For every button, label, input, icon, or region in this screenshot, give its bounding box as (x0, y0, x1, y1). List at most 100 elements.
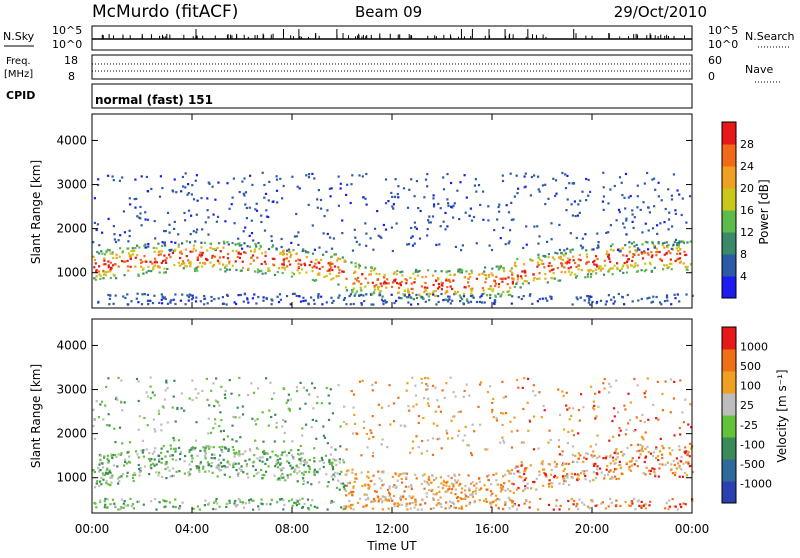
scatter-echo (606, 250, 609, 253)
scatter-echo (525, 498, 528, 502)
scatter-echo (643, 270, 646, 273)
scatter-echo (129, 497, 132, 500)
scatter-echo (276, 455, 279, 458)
colorbar-tick-label: 500 (740, 360, 761, 373)
scatter-echo (478, 499, 481, 502)
scatter-echo (364, 222, 367, 225)
scatter-echo (511, 280, 514, 283)
scatter-echo (524, 485, 527, 488)
scatter-echo (221, 450, 224, 453)
scatter-echo (392, 494, 396, 498)
scatter-echo (404, 485, 407, 488)
scatter-echo (335, 275, 338, 278)
scatter-echo (293, 470, 296, 473)
scatter-echo (92, 408, 95, 412)
scatter-echo (297, 466, 300, 469)
scatter-echo (515, 265, 518, 268)
scatter-echo (216, 502, 219, 505)
scatter-echo (369, 237, 372, 240)
scatter-echo (358, 174, 361, 177)
scatter-echo (523, 488, 526, 491)
scatter-echo (359, 286, 362, 289)
scatter-echo (249, 449, 252, 452)
scatter-echo (305, 389, 308, 392)
scatter-echo (666, 299, 669, 302)
scatter-echo (114, 441, 117, 444)
scatter-echo (242, 471, 245, 474)
scatter-echo (305, 256, 308, 259)
scatter-echo (577, 432, 580, 435)
scatter-echo (384, 498, 387, 501)
scatter-echo (275, 189, 279, 192)
scatter-echo (181, 293, 184, 296)
scatter-echo (616, 411, 620, 414)
scatter-echo (456, 290, 460, 294)
scatter-echo (163, 267, 166, 270)
scatter-echo (494, 282, 497, 285)
scatter-echo (358, 264, 361, 267)
scatter-echo (128, 455, 131, 458)
scatter-echo (361, 379, 364, 382)
scatter-echo (519, 286, 522, 289)
scatter-echo (402, 495, 405, 499)
scatter-echo (538, 391, 541, 394)
scatter-echo (594, 417, 597, 420)
scatter-echo (296, 390, 299, 393)
scatter-echo (479, 423, 482, 426)
scatter-echo (265, 297, 268, 300)
scatter-echo (438, 437, 441, 440)
scatter-echo (583, 299, 586, 302)
scatter-echo (587, 295, 590, 298)
scatter-echo (111, 498, 114, 501)
scatter-echo (102, 466, 105, 469)
scatter-echo (144, 218, 147, 221)
scatter-echo (282, 261, 285, 264)
scatter-echo (274, 413, 277, 416)
scatter-echo (365, 203, 368, 206)
scatter-echo (296, 185, 299, 188)
scatter-echo (120, 379, 123, 382)
scatter-echo (560, 265, 564, 268)
scatter-echo (651, 254, 654, 257)
scatter-echo (460, 249, 463, 252)
scatter-echo (332, 299, 335, 302)
scatter-echo (565, 462, 568, 465)
scatter-echo (575, 274, 578, 278)
scatter-echo (434, 290, 437, 293)
scatter-echo (302, 464, 305, 467)
scatter-echo (204, 448, 207, 451)
scatter-echo (281, 271, 284, 275)
scatter-echo (658, 301, 662, 304)
scatter-echo (211, 453, 214, 456)
scatter-echo (590, 273, 593, 276)
scatter-echo (424, 300, 427, 303)
scatter-echo (427, 483, 430, 486)
scatter-echo (299, 462, 302, 465)
scatter-echo (606, 464, 609, 468)
scatter-echo (651, 227, 655, 230)
scatter-echo (255, 202, 258, 205)
scatter-echo (453, 415, 456, 418)
scatter-echo (352, 302, 355, 306)
scatter-echo (468, 214, 471, 217)
scatter-echo (282, 252, 286, 255)
scatter-echo (483, 301, 486, 304)
scatter-echo (360, 303, 363, 306)
scatter-echo (201, 265, 204, 268)
scatter-echo (462, 497, 466, 500)
scatter-echo (425, 388, 428, 391)
scatter-echo (482, 190, 485, 193)
scatter-echo (405, 476, 408, 479)
scatter-echo (370, 267, 374, 270)
scatter-echo (592, 270, 595, 273)
scatter-echo (585, 452, 588, 455)
scatter-echo (184, 219, 187, 222)
y-tick-label: 2000 (56, 222, 87, 236)
scatter-echo (184, 303, 187, 306)
scatter-echo (337, 275, 340, 278)
scatter-echo (275, 426, 278, 429)
scatter-echo (685, 293, 688, 296)
scatter-echo (402, 293, 405, 296)
scatter-echo (624, 207, 627, 210)
scatter-echo (636, 270, 640, 273)
